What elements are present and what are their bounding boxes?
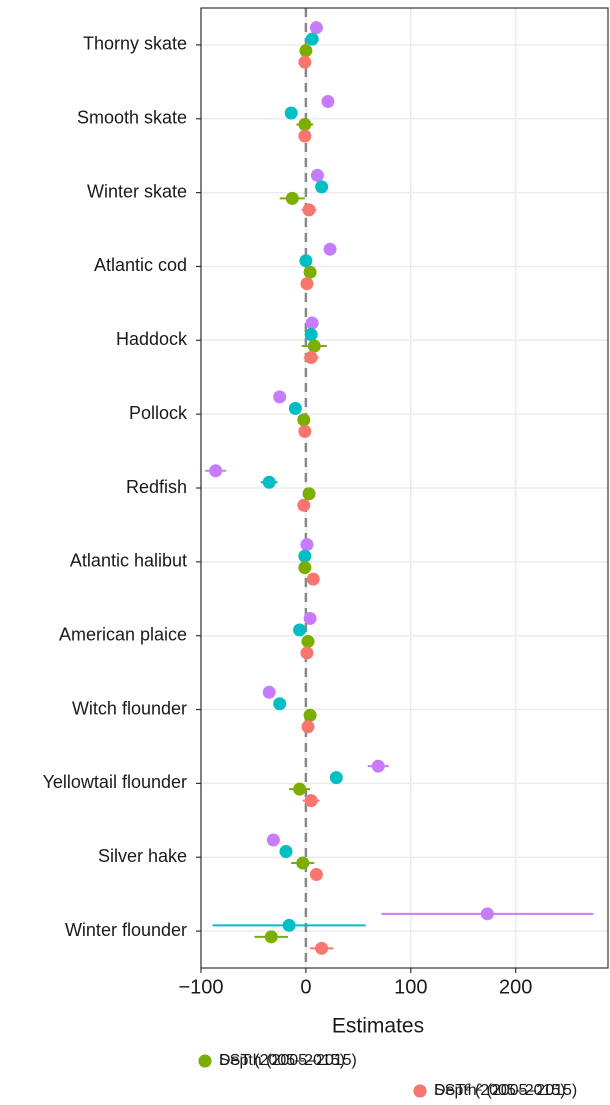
point <box>315 180 329 194</box>
point <box>293 782 307 796</box>
point <box>480 907 494 921</box>
y-tick-label: Pollock <box>129 403 188 423</box>
point <box>304 351 318 365</box>
point <box>300 277 314 291</box>
point <box>264 930 278 944</box>
point <box>298 129 312 143</box>
point <box>323 242 337 256</box>
point <box>315 941 329 955</box>
point <box>303 265 317 279</box>
point <box>298 549 312 563</box>
point <box>299 254 313 268</box>
y-tick-label: Winter flounder <box>65 920 187 940</box>
point <box>307 339 321 353</box>
y-tick-label: Redfish <box>126 477 187 497</box>
point <box>209 464 223 478</box>
y-tick-label: American plaice <box>59 624 187 644</box>
point <box>305 316 319 330</box>
x-tick-label: 200 <box>499 976 532 998</box>
y-tick-label: Yellowtail flounder <box>43 772 187 792</box>
y-tick-label: Smooth skate <box>77 108 187 128</box>
point <box>309 867 323 881</box>
point <box>298 118 312 132</box>
x-tick-label: 100 <box>394 976 427 998</box>
legend-marker <box>413 1084 427 1098</box>
legend-label: Depth² (2005–2015) <box>434 1082 577 1099</box>
point <box>293 623 307 637</box>
point <box>298 55 312 69</box>
y-tick-label: Thorny skate <box>83 34 187 54</box>
point <box>284 106 298 120</box>
point <box>285 191 299 205</box>
point <box>301 720 315 734</box>
x-tick-label: 0 <box>300 976 311 998</box>
point <box>304 328 318 342</box>
y-tick-label: Winter skate <box>87 181 187 201</box>
point <box>297 413 311 427</box>
legend-label: Depth (2005–2015) <box>219 1052 357 1069</box>
y-tick-label: Atlantic halibut <box>70 551 187 571</box>
point <box>329 771 343 785</box>
y-tick-label: Atlantic cod <box>94 255 187 275</box>
panel-border <box>200 7 609 969</box>
point <box>262 685 276 699</box>
y-tick-label: Silver hake <box>98 846 187 866</box>
point <box>303 611 317 625</box>
point <box>302 203 316 217</box>
point <box>309 21 323 35</box>
point <box>266 833 280 847</box>
point <box>300 538 314 552</box>
point <box>273 390 287 404</box>
point <box>298 424 312 438</box>
point <box>279 844 293 858</box>
y-tick-label: Haddock <box>116 329 188 349</box>
point <box>273 697 287 711</box>
point <box>288 401 302 415</box>
point <box>304 794 318 808</box>
point <box>306 572 320 586</box>
point <box>262 475 276 489</box>
x-tick-label: −100 <box>178 976 223 998</box>
point <box>297 498 311 512</box>
legend-label: SST (2005–2015) <box>219 1052 345 1069</box>
point <box>302 487 316 501</box>
legend-marker <box>198 1054 212 1068</box>
point <box>303 708 317 722</box>
legend-label: SST² (2005–2015) <box>434 1082 566 1099</box>
point <box>310 168 324 182</box>
point <box>300 646 314 660</box>
point <box>296 856 310 870</box>
point <box>282 918 296 932</box>
point <box>301 634 315 648</box>
point <box>371 759 385 773</box>
point <box>321 95 335 109</box>
y-tick-label: Witch flounder <box>72 698 187 718</box>
point <box>299 44 313 58</box>
x-axis-title: Estimates <box>332 1015 424 1038</box>
point <box>298 561 312 575</box>
point <box>305 32 319 46</box>
